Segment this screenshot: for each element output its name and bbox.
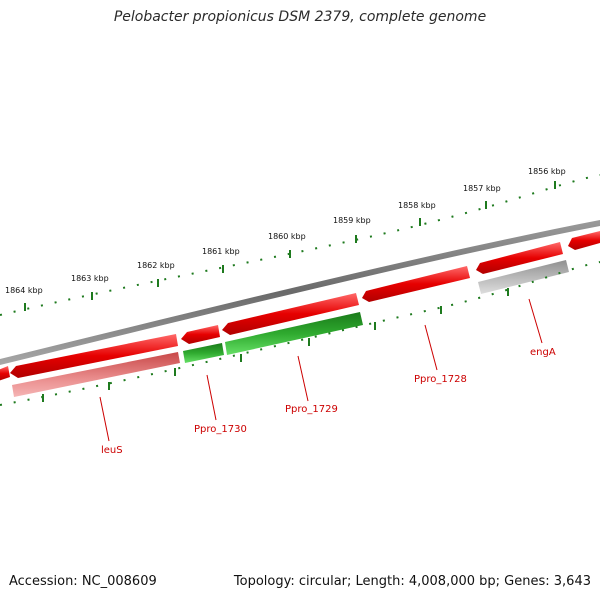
accession-label: Accession: NC_008609: [9, 574, 157, 589]
gene-label-engA[interactable]: engA: [530, 347, 556, 358]
reverse-strand: [12, 260, 569, 397]
gene-leuS: [12, 352, 180, 397]
gene-forward-6: [476, 242, 563, 274]
gene-label-Ppro_1729[interactable]: Ppro_1729: [285, 404, 338, 415]
gene-forward-7: [568, 231, 600, 250]
gene-Ppro_1729: [225, 312, 363, 355]
gene-label-Ppro_1728[interactable]: Ppro_1728: [414, 374, 467, 385]
gene-forward-3: [181, 325, 220, 344]
forward-strand: [0, 231, 600, 381]
gene-forward-2: [10, 334, 178, 378]
gene-forward-5: [362, 266, 470, 302]
gene-label-leuS[interactable]: leuS: [101, 445, 123, 456]
map-title: Pelobacter propionicus DSM 2379, complet…: [113, 9, 487, 25]
scale-label-1863: 1863 kbp: [71, 274, 109, 283]
scale-label-1861: 1861 kbp: [202, 247, 240, 256]
scale-label-1856: 1856 kbp: [528, 167, 566, 176]
outer-ruler-major-ticks: [24, 181, 556, 311]
gene-label-lines: [99, 298, 543, 442]
inner-ruler: [0, 261, 600, 406]
scale-label-1862: 1862 kbp: [137, 261, 175, 270]
scale-label-1859: 1859 kbp: [333, 216, 371, 225]
outer-ruler: [0, 174, 600, 316]
scale-label-1864: 1864 kbp: [5, 286, 43, 295]
gene-forward-1: [0, 366, 10, 381]
scale-label-1860: 1860 kbp: [268, 232, 306, 241]
gene-Ppro_1730: [183, 343, 224, 363]
gene-label-Ppro_1730[interactable]: Ppro_1730: [194, 424, 247, 435]
genome-backbone: [0, 220, 600, 365]
genome-summary: Topology: circular; Length: 4,008,000 bp…: [233, 574, 591, 589]
inner-ruler-major-ticks: [42, 288, 509, 402]
gene-forward-4: [222, 293, 359, 335]
scale-label-1857: 1857 kbp: [463, 184, 501, 193]
gene-engA: [478, 260, 569, 294]
scale-label-1858: 1858 kbp: [398, 201, 436, 210]
